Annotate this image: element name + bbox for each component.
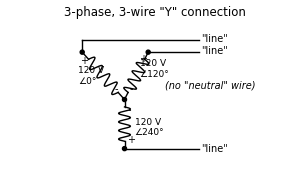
Text: +: + (139, 54, 147, 64)
Text: -: - (114, 84, 118, 94)
Circle shape (123, 98, 126, 102)
Circle shape (123, 147, 126, 151)
Text: "line": "line" (201, 46, 227, 56)
Text: 120 V
∠120°: 120 V ∠120° (140, 59, 169, 79)
Text: 120 V
∠240°: 120 V ∠240° (135, 118, 164, 137)
Text: "line": "line" (201, 144, 227, 154)
Text: 120 V
∠0°: 120 V ∠0° (78, 66, 104, 85)
Text: +: + (127, 135, 135, 145)
Text: -: - (130, 84, 133, 94)
Text: +: + (80, 56, 88, 66)
Text: -: - (128, 105, 131, 115)
Circle shape (80, 50, 84, 54)
Text: "line": "line" (201, 34, 227, 45)
Circle shape (146, 50, 150, 54)
Text: 3-phase, 3-wire "Y" connection: 3-phase, 3-wire "Y" connection (64, 7, 245, 19)
Text: (no "neutral" wire): (no "neutral" wire) (165, 81, 255, 91)
